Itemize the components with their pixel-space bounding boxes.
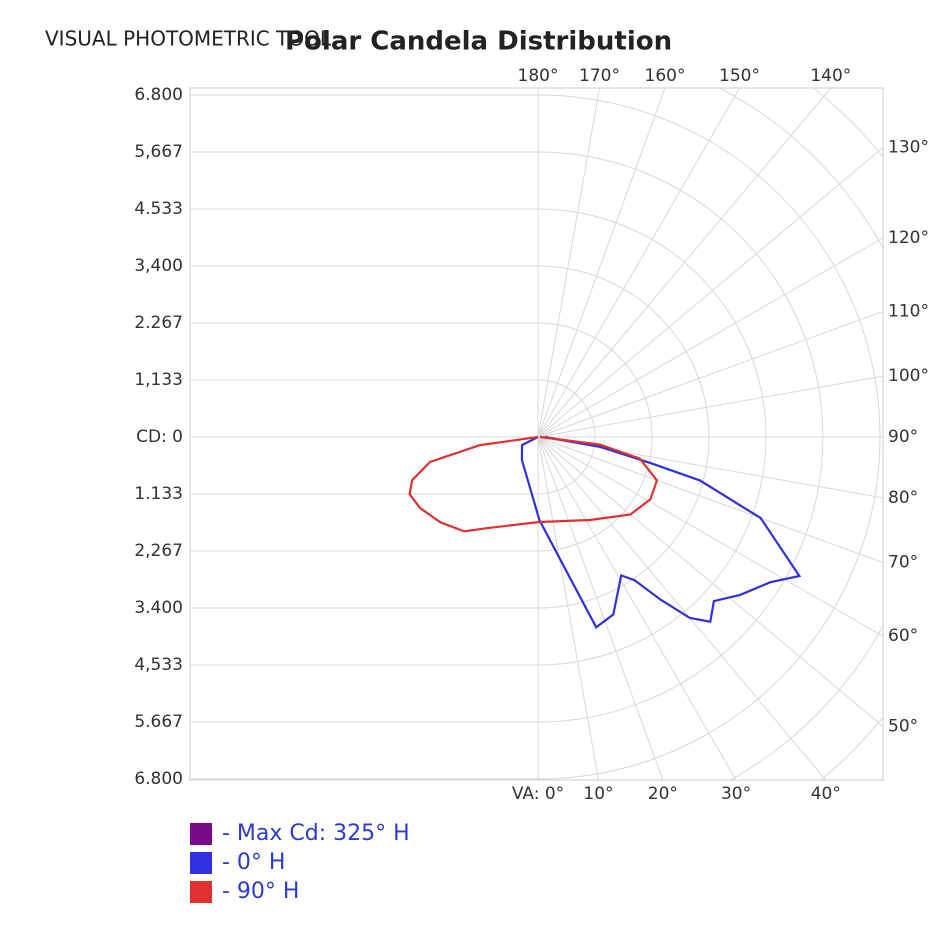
- grid-ray: [537, 88, 740, 438]
- r-tick-label: 6.800: [134, 85, 183, 105]
- grid-ray: [537, 88, 601, 438]
- candela-curve: [520, 435, 802, 629]
- r-tick-label: CD: 0: [136, 427, 183, 447]
- grid-ray: [537, 88, 666, 438]
- grid: [190, 88, 883, 780]
- angle-tick-label: 140°: [810, 66, 851, 86]
- r-tick-label: 5.667: [134, 712, 183, 732]
- legend-label: - 90° H: [222, 879, 299, 904]
- angle-tick-label: 120°: [888, 228, 929, 248]
- plot-frame: [189, 87, 884, 781]
- grid-ray: [537, 436, 883, 564]
- grid-ray: [537, 310, 883, 438]
- angle-tick-label: 110°: [888, 301, 929, 321]
- grid-ray: [537, 436, 599, 780]
- angle-tick-label: 130°: [888, 138, 929, 158]
- legend-swatch: [190, 852, 212, 874]
- grid-ray: [537, 88, 832, 438]
- r-tick-label: 3.400: [134, 598, 183, 618]
- curves: [408, 435, 802, 629]
- grid-ray: [537, 436, 737, 780]
- r-tick-label: 2,267: [134, 541, 183, 561]
- angle-tick-label: 150°: [719, 66, 760, 86]
- app-header: VISUAL PHOTOMETRIC TOOL: [45, 27, 332, 51]
- legend-label: - Max Cd: 325° H: [222, 821, 410, 846]
- angle-tick-label: 160°: [645, 66, 686, 86]
- angle-tick-label: 40°: [811, 784, 841, 804]
- angle-tick-label: 70°: [888, 553, 918, 573]
- angle-tick-label: 50°: [888, 716, 918, 736]
- grid-ray: [537, 237, 883, 438]
- r-tick-label: 1,133: [134, 370, 183, 390]
- legend-swatch: [190, 823, 212, 845]
- r-tick-label: 4,533: [134, 655, 183, 675]
- angle-tick-label: 170°: [579, 66, 620, 86]
- angle-tick-label: 20°: [648, 784, 678, 804]
- legend-swatch: [190, 881, 212, 903]
- r-tick-label: 3,400: [134, 256, 183, 276]
- grid-ray: [537, 436, 883, 727]
- chart-title: Polar Candela Distribution: [285, 27, 672, 57]
- grid-ray: [537, 375, 883, 438]
- angle-tick-label: 80°: [888, 488, 918, 508]
- angle-tick-label: 90°: [888, 427, 918, 447]
- r-tick-label: 4.533: [134, 199, 183, 219]
- grid-ray: [537, 436, 827, 780]
- grid-ray: [537, 147, 883, 438]
- r-tick-label: 2.267: [134, 313, 183, 333]
- legend-label: - 0° H: [222, 850, 285, 875]
- grid-arc: [718, 88, 883, 780]
- grid-ray: [537, 436, 883, 499]
- r-tick-label: 5,667: [134, 142, 183, 162]
- r-tick-label: 6.800: [134, 769, 183, 789]
- angle-tick-label: 30°: [721, 784, 751, 804]
- grid-ray: [537, 436, 664, 780]
- angle-tick-label: 10°: [583, 784, 613, 804]
- angle-tick-label: 60°: [888, 626, 918, 646]
- candela-curve: [408, 435, 659, 533]
- angle-tick-label: 180°: [518, 66, 559, 86]
- angle-tick-label: VA: 0°: [512, 784, 564, 804]
- r-tick-label: 1.133: [134, 484, 183, 504]
- angle-tick-label: 100°: [888, 366, 929, 386]
- grid-ray: [537, 436, 883, 637]
